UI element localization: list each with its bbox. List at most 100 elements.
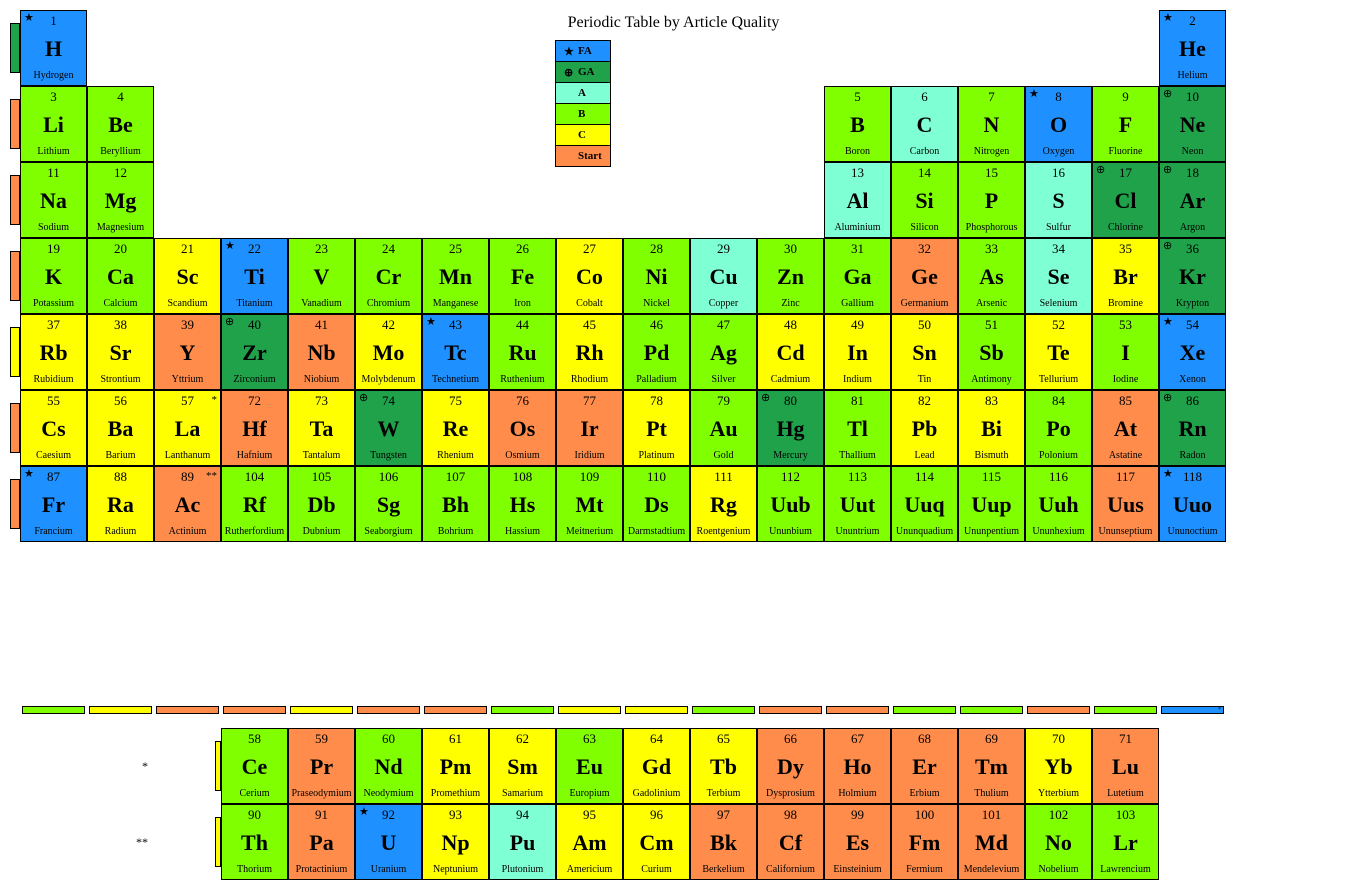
element-sr[interactable]: 38 Sr Strontium xyxy=(87,314,154,390)
element-se[interactable]: 34 Se Selenium xyxy=(1025,238,1092,314)
element-b[interactable]: 5 B Boron xyxy=(824,86,891,162)
element-po[interactable]: 84 Po Polonium xyxy=(1025,390,1092,466)
element-hs[interactable]: 108 Hs Hassium xyxy=(489,466,556,542)
element-te[interactable]: 52 Te Tellurium xyxy=(1025,314,1092,390)
element-th[interactable]: 90 Th Thorium xyxy=(221,804,288,880)
element-sb[interactable]: 51 Sb Antimony xyxy=(958,314,1025,390)
element-as[interactable]: 33 As Arsenic xyxy=(958,238,1025,314)
element-uup[interactable]: 115 Uup Ununpentium xyxy=(958,466,1025,542)
element-n[interactable]: 7 N Nitrogen xyxy=(958,86,1025,162)
element-pu[interactable]: 94 Pu Plutonium xyxy=(489,804,556,880)
element-np[interactable]: 93 Np Neptunium xyxy=(422,804,489,880)
element-fr[interactable]: ★ 87 Fr Francium xyxy=(20,466,87,542)
element-sm[interactable]: 62 Sm Samarium xyxy=(489,728,556,804)
element-co[interactable]: 27 Co Cobalt xyxy=(556,238,623,314)
element-re[interactable]: 75 Re Rhenium xyxy=(422,390,489,466)
element-pt[interactable]: 78 Pt Platinum xyxy=(623,390,690,466)
element-rn[interactable]: ⊕ 86 Rn Radon xyxy=(1159,390,1226,466)
element-ru[interactable]: 44 Ru Ruthenium xyxy=(489,314,556,390)
element-in[interactable]: 49 In Indium xyxy=(824,314,891,390)
element-dy[interactable]: 66 Dy Dysprosium xyxy=(757,728,824,804)
element-ca[interactable]: 20 Ca Calcium xyxy=(87,238,154,314)
element-pr[interactable]: 59 Pr Praseodymium xyxy=(288,728,355,804)
element-uuq[interactable]: 114 Uuq Ununquadium xyxy=(891,466,958,542)
element-uuh[interactable]: 116 Uuh Ununhexium xyxy=(1025,466,1092,542)
element-lr[interactable]: 103 Lr Lawrencium xyxy=(1092,804,1159,880)
element-ar[interactable]: ⊕ 18 Ar Argon xyxy=(1159,162,1226,238)
element-sg[interactable]: 106 Sg Seaborgium xyxy=(355,466,422,542)
element-tc[interactable]: ★ 43 Tc Technetium xyxy=(422,314,489,390)
element-au[interactable]: 79 Au Gold xyxy=(690,390,757,466)
element-al[interactable]: 13 Al Aluminium xyxy=(824,162,891,238)
element-v[interactable]: 23 V Vanadium xyxy=(288,238,355,314)
element-ta[interactable]: 73 Ta Tantalum xyxy=(288,390,355,466)
element-os[interactable]: 76 Os Osmium xyxy=(489,390,556,466)
element-fm[interactable]: 100 Fm Fermium xyxy=(891,804,958,880)
element-at[interactable]: 85 At Astatine xyxy=(1092,390,1159,466)
element-ce[interactable]: 58 Ce Cerium xyxy=(221,728,288,804)
element-pm[interactable]: 61 Pm Promethium xyxy=(422,728,489,804)
element-ga[interactable]: 31 Ga Gallium xyxy=(824,238,891,314)
element-mo[interactable]: 42 Mo Molybdenum xyxy=(355,314,422,390)
element-tl[interactable]: 81 Tl Thallium xyxy=(824,390,891,466)
element-xe[interactable]: ★ 54 Xe Xenon xyxy=(1159,314,1226,390)
element-tb[interactable]: 65 Tb Terbium xyxy=(690,728,757,804)
element-hf[interactable]: 72 Hf Hafnium xyxy=(221,390,288,466)
element-am[interactable]: 95 Am Americium xyxy=(556,804,623,880)
element-rg[interactable]: 111 Rg Roentgenium xyxy=(690,466,757,542)
element-u[interactable]: ★ 92 U Uranium xyxy=(355,804,422,880)
element-no[interactable]: 102 No Nobelium xyxy=(1025,804,1092,880)
element-ho[interactable]: 67 Ho Holmium xyxy=(824,728,891,804)
element-bi[interactable]: 83 Bi Bismuth xyxy=(958,390,1025,466)
element-md[interactable]: 101 Md Mendelevium xyxy=(958,804,1025,880)
element-ba[interactable]: 56 Ba Barium xyxy=(87,390,154,466)
element-br[interactable]: 35 Br Bromine xyxy=(1092,238,1159,314)
element-rb[interactable]: 37 Rb Rubidium xyxy=(20,314,87,390)
element-hg[interactable]: ⊕ 80 Hg Mercury xyxy=(757,390,824,466)
element-he[interactable]: ★ 2 He Helium xyxy=(1159,10,1226,86)
element-cm[interactable]: 96 Cm Curium xyxy=(623,804,690,880)
element-er[interactable]: 68 Er Erbium xyxy=(891,728,958,804)
element-nb[interactable]: 41 Nb Niobium xyxy=(288,314,355,390)
element-fe[interactable]: 26 Fe Iron xyxy=(489,238,556,314)
element-y[interactable]: 39 Y Yttrium xyxy=(154,314,221,390)
element-c[interactable]: 6 C Carbon xyxy=(891,86,958,162)
element-be[interactable]: 4 Be Beryllium xyxy=(87,86,154,162)
element-na[interactable]: 11 Na Sodium xyxy=(20,162,87,238)
element-bh[interactable]: 107 Bh Bohrium xyxy=(422,466,489,542)
element-cs[interactable]: 55 Cs Caesium xyxy=(20,390,87,466)
element-rh[interactable]: 45 Rh Rhodium xyxy=(556,314,623,390)
element-pa[interactable]: 91 Pa Protactinium xyxy=(288,804,355,880)
element-uub[interactable]: 112 Uub Ununbium xyxy=(757,466,824,542)
element-cu[interactable]: 29 Cu Copper xyxy=(690,238,757,314)
element-rf[interactable]: 104 Rf Rutherfordium xyxy=(221,466,288,542)
element-ir[interactable]: 77 Ir Iridium xyxy=(556,390,623,466)
element-ag[interactable]: 47 Ag Silver xyxy=(690,314,757,390)
element-uut[interactable]: 113 Uut Ununtrium xyxy=(824,466,891,542)
element-ac[interactable]: ** 89 Ac Actinium xyxy=(154,466,221,542)
element-zn[interactable]: 30 Zn Zinc xyxy=(757,238,824,314)
element-ds[interactable]: 110 Ds Darmstadtium xyxy=(623,466,690,542)
element-gd[interactable]: 64 Gd Gadolinium xyxy=(623,728,690,804)
element-lu[interactable]: 71 Lu Lutetium xyxy=(1092,728,1159,804)
element-sn[interactable]: 50 Sn Tin xyxy=(891,314,958,390)
element-mn[interactable]: 25 Mn Manganese xyxy=(422,238,489,314)
element-cr[interactable]: 24 Cr Chromium xyxy=(355,238,422,314)
element-cl[interactable]: ⊕ 17 Cl Chlorine xyxy=(1092,162,1159,238)
element-eu[interactable]: 63 Eu Europium xyxy=(556,728,623,804)
element-w[interactable]: ⊕ 74 W Tungsten xyxy=(355,390,422,466)
element-db[interactable]: 105 Db Dubnium xyxy=(288,466,355,542)
element-h[interactable]: ★ 1 H Hydrogen xyxy=(20,10,87,86)
element-pd[interactable]: 46 Pd Palladium xyxy=(623,314,690,390)
element-li[interactable]: 3 Li Lithium xyxy=(20,86,87,162)
element-ti[interactable]: ★ 22 Ti Titanium xyxy=(221,238,288,314)
element-p[interactable]: 15 P Phosphorous xyxy=(958,162,1025,238)
element-ra[interactable]: 88 Ra Radium xyxy=(87,466,154,542)
element-nd[interactable]: 60 Nd Neodymium xyxy=(355,728,422,804)
element-la[interactable]: * 57 La Lanthanum xyxy=(154,390,221,466)
element-s[interactable]: 16 S Sulfur xyxy=(1025,162,1092,238)
element-cf[interactable]: 98 Cf Californium xyxy=(757,804,824,880)
element-sc[interactable]: 21 Sc Scandium xyxy=(154,238,221,314)
element-kr[interactable]: ⊕ 36 Kr Krypton xyxy=(1159,238,1226,314)
element-k[interactable]: 19 K Potassium xyxy=(20,238,87,314)
